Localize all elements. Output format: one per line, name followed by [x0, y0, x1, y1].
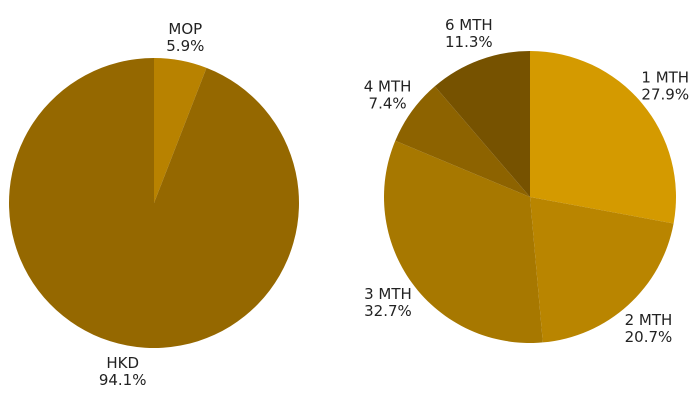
pie-slice-1-mth	[530, 51, 676, 224]
slice-label-4-mth: 4 MTH 7.4%	[364, 78, 412, 113]
pie-slice-4-mth	[395, 86, 530, 197]
slice-label-3-mth: 3 MTH 32.7%	[364, 285, 412, 320]
slice-label-6-mth: 6 MTH 11.3%	[445, 16, 493, 51]
slice-percent-label: 27.9%	[641, 85, 689, 103]
slice-percent-label: 32.7%	[364, 302, 412, 320]
pie-slice-hkd	[9, 58, 299, 348]
slice-percent-label: 94.1%	[99, 371, 147, 389]
slice-label-1-mth: 1 MTH 27.9%	[641, 68, 689, 103]
slice-label-mop: MOP 5.9%	[166, 20, 204, 55]
slice-category-label: HKD	[106, 354, 139, 372]
pie-slice-3-mth	[384, 140, 543, 343]
currency-pie-chart: MOP 5.9% HKD 94.1%	[9, 20, 299, 389]
slice-percent-label: 7.4%	[369, 95, 407, 113]
slice-category-label: 6 MTH	[445, 16, 493, 34]
slice-category-label: 1 MTH	[641, 68, 689, 86]
slice-label-2-mth: 2 MTH 20.7%	[625, 311, 673, 346]
slice-category-label: 2 MTH	[625, 311, 673, 329]
pie-slice-6-mth	[434, 51, 530, 197]
pie-slice-2-mth	[530, 197, 674, 343]
slice-category-label: 3 MTH	[364, 285, 412, 303]
maturity-pie-chart: 1 MTH 27.9% 2 MTH 20.7% 3 MTH 32.7% 4 MTH 7.4% 6…	[364, 16, 689, 346]
slice-percent-label: 11.3%	[445, 33, 493, 51]
slice-category-label: 4 MTH	[364, 78, 412, 96]
pie-slice-mop	[154, 58, 207, 203]
slice-percent-label: 20.7%	[625, 328, 673, 346]
slice-percent-label: 5.9%	[166, 37, 204, 55]
slice-label-hkd: HKD 94.1%	[99, 354, 147, 389]
slice-category-label: MOP	[168, 20, 202, 38]
